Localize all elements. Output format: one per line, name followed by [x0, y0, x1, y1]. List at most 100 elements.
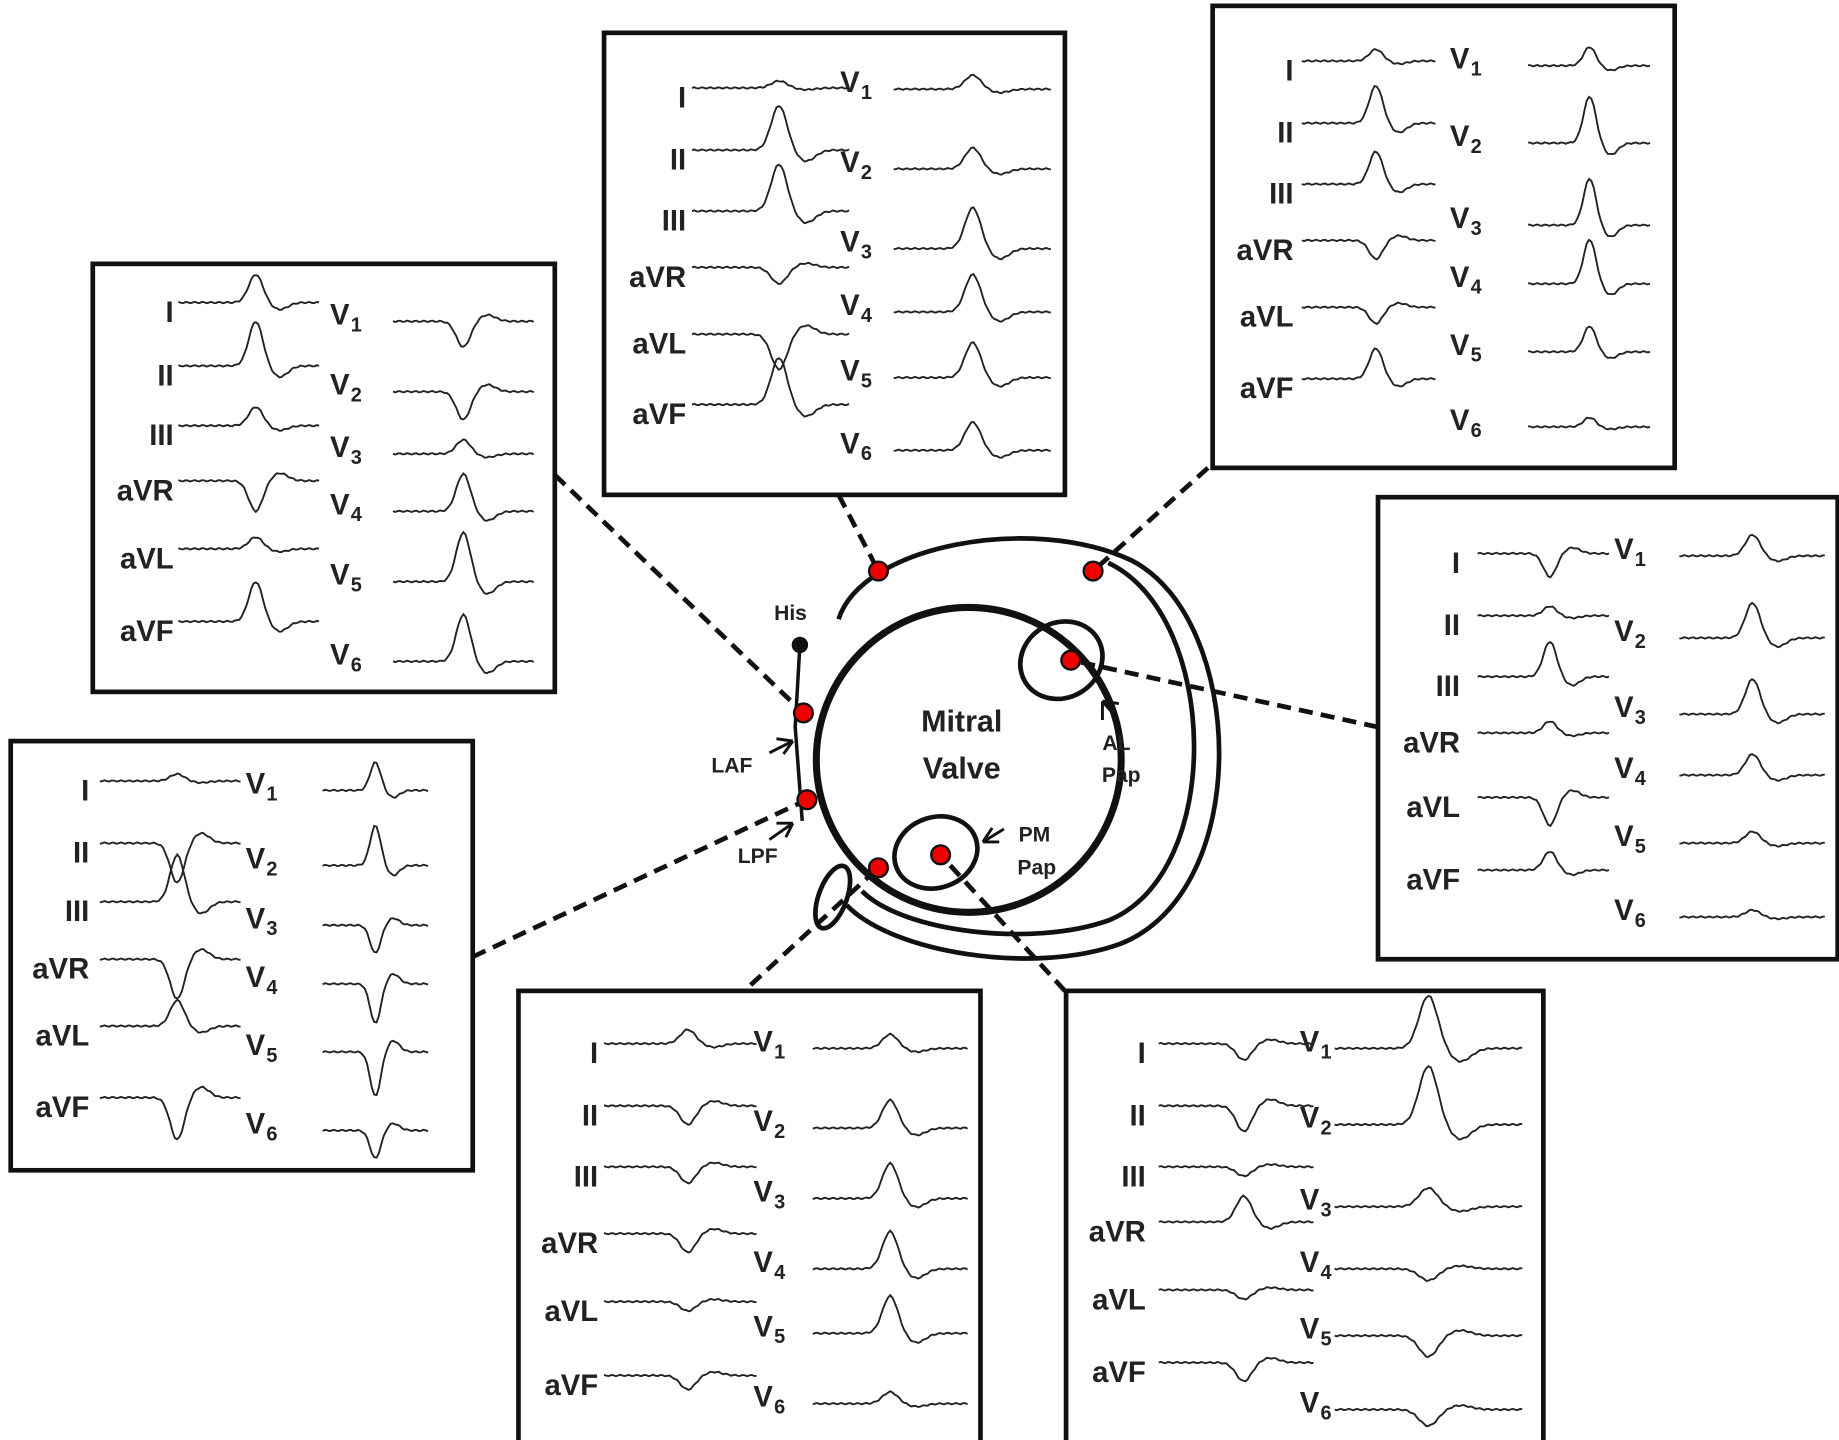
lead-subscript: 2 [351, 385, 362, 407]
lead-label: V [1450, 120, 1470, 153]
lead-label: V [1300, 1184, 1320, 1217]
lead-subscript: 6 [774, 1397, 785, 1419]
lead-label: V [246, 842, 266, 875]
lead-label: II [670, 144, 686, 177]
lead-subscript: 4 [1321, 1262, 1332, 1284]
lead-label: V [1300, 1102, 1320, 1135]
lead-label: III [1269, 178, 1293, 211]
heart-schematic: Mitral Valve His LAF LPF AL Pap PM Pap [711, 538, 1219, 958]
ecg-panel: IIIIIIaVRaVLaVFV1V2V3V4V5V6 [604, 33, 1065, 495]
lead-label: aVR [117, 474, 174, 507]
lead-subscript: 1 [1471, 59, 1482, 81]
lead-label: II [1130, 1099, 1146, 1132]
lead-label: I [81, 774, 89, 807]
lead-label: V [246, 902, 266, 935]
lead-label: aVF [544, 1369, 598, 1402]
lead-label: V [840, 66, 860, 99]
lead-label: aVF [1092, 1356, 1146, 1389]
lead-label: aVR [541, 1227, 598, 1260]
lead-label: V [1450, 329, 1470, 362]
lead-subscript: 4 [1471, 277, 1482, 299]
lead-label: aVF [36, 1091, 90, 1124]
arrow [769, 739, 792, 754]
lead-label: V [330, 638, 350, 671]
lead-subscript: 1 [861, 82, 872, 104]
lead-subscript: 6 [1471, 420, 1482, 442]
lead-label: I [1452, 547, 1460, 580]
lead-subscript: 3 [1321, 1200, 1332, 1222]
lead-label: V [1614, 615, 1634, 648]
site [869, 562, 888, 581]
connector [555, 475, 804, 713]
lead-subscript: 6 [1321, 1402, 1332, 1424]
al-pap-label: Pap [1102, 764, 1141, 787]
site [794, 704, 813, 723]
lead-label: II [582, 1099, 598, 1132]
lead-subscript: 5 [774, 1326, 785, 1348]
lead-subscript: 2 [1321, 1118, 1332, 1140]
lead-label: aVF [1240, 372, 1294, 405]
lead-subscript: 1 [266, 783, 277, 805]
lpf-label: LPF [738, 845, 778, 868]
lead-subscript: 1 [1635, 549, 1646, 571]
lead-label: V [246, 767, 266, 800]
connector [473, 800, 807, 957]
lead-label: aVL [632, 328, 686, 361]
lead-subscript: 3 [351, 447, 362, 469]
lead-label: V [1614, 752, 1634, 785]
lead-label: aVF [1406, 864, 1460, 897]
lead-label: aVL [1092, 1283, 1146, 1316]
laf-label: LAF [711, 754, 752, 777]
lead-label: aVL [120, 542, 174, 575]
lead-label: V [753, 1025, 773, 1058]
lead-subscript: 1 [1321, 1041, 1332, 1063]
lead-label: III [149, 419, 173, 452]
lead-subscript: 2 [1635, 631, 1646, 653]
lead-label: V [1300, 1246, 1320, 1279]
lead-label: V [246, 1029, 266, 1062]
tube [808, 861, 857, 932]
lead-subscript: 3 [266, 918, 277, 940]
lead-label: aVR [1089, 1215, 1146, 1248]
lead-label: V [753, 1105, 773, 1138]
lead-label: V [840, 226, 860, 259]
lead-subscript: 6 [351, 654, 362, 676]
lead-label: V [1450, 43, 1470, 76]
lead-label: V [840, 289, 860, 322]
lead-subscript: 5 [861, 371, 872, 393]
lead-label: V [1300, 1025, 1320, 1058]
ecg-panel: IIIIIIaVRaVLaVFV1V2V3V4V5V6 [93, 264, 555, 692]
lead-label: II [1444, 609, 1460, 642]
lead-label: III [662, 205, 686, 238]
site [1061, 651, 1080, 670]
diagram: Mitral Valve His LAF LPF AL Pap PM Pap I… [0, 0, 1839, 1440]
connector [839, 495, 879, 571]
lead-label: V [246, 1107, 266, 1140]
lead-label: V [330, 559, 350, 592]
valve-label: Mitral [921, 705, 1002, 739]
lead-subscript: 2 [861, 162, 872, 184]
lead-label: V [753, 1381, 773, 1414]
lead-label: V [840, 146, 860, 179]
lead-subscript: 2 [774, 1121, 785, 1143]
lead-label: V [1614, 533, 1634, 566]
lead-subscript: 6 [861, 443, 872, 465]
lead-subscript: 2 [1471, 136, 1482, 158]
lead-label: aVL [1406, 791, 1460, 824]
lead-label: III [65, 895, 89, 928]
lead-label: I [1285, 54, 1293, 87]
lead-label: V [753, 1310, 773, 1343]
arrow [983, 828, 1004, 842]
site [1084, 562, 1103, 581]
lead-label: aVL [36, 1020, 90, 1053]
valve-label: Valve [923, 751, 1001, 785]
lead-label: V [1614, 894, 1634, 927]
lead-subscript: 4 [1635, 768, 1646, 790]
lead-label: I [590, 1037, 598, 1070]
his-label: His [774, 602, 807, 625]
lead-label: aVR [629, 261, 686, 294]
lead-label: V [753, 1175, 773, 1208]
arrow [769, 823, 792, 839]
pm-pap-label: Pap [1017, 857, 1056, 880]
